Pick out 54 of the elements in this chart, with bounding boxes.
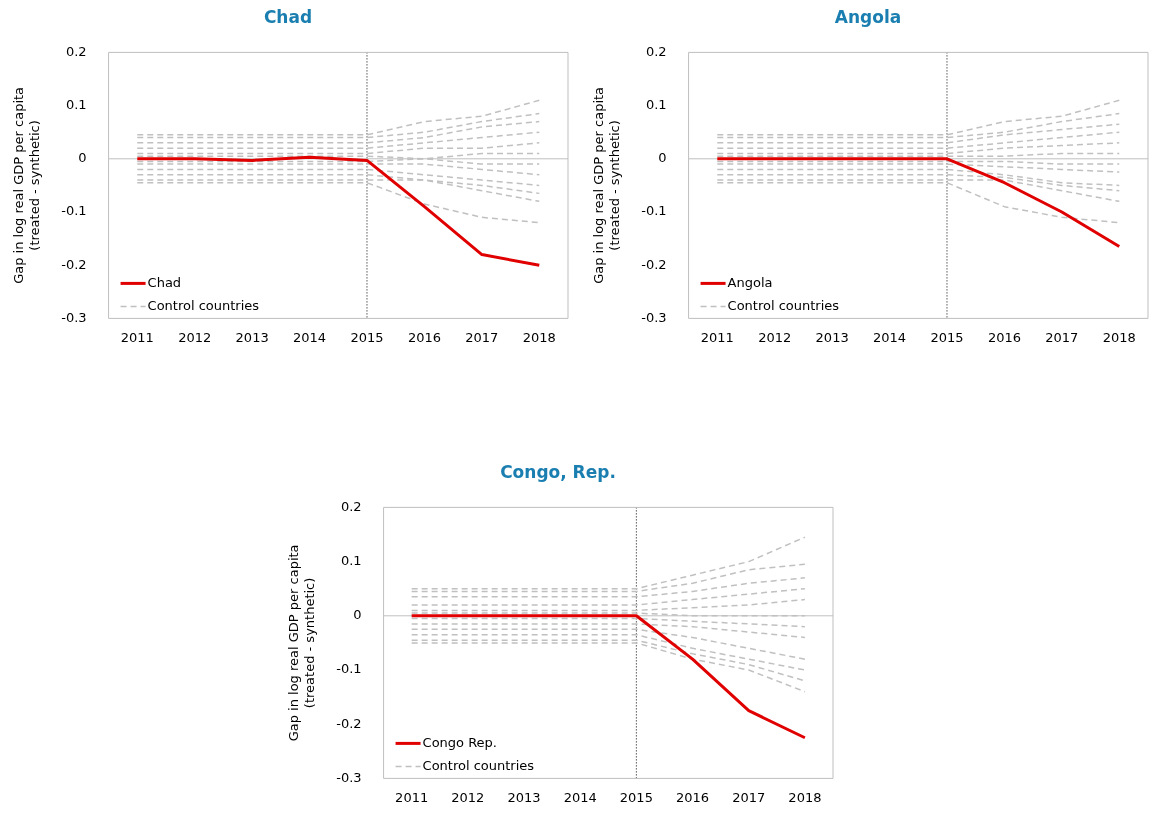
y-tick-label: 0.1	[645, 96, 667, 112]
x-tick-label: 2016	[987, 329, 1021, 345]
y-tick-label: 0.2	[340, 498, 362, 514]
y-tick-label: -0.2	[336, 715, 362, 731]
x-tick-label: 2011	[395, 789, 429, 805]
y-tick-label: 0.1	[65, 96, 87, 112]
x-tick-label: 2016	[676, 789, 710, 805]
x-tick-label: 2015	[619, 789, 653, 805]
y-tick-label: -0.1	[61, 203, 87, 219]
y-tick-label: -0.3	[641, 309, 667, 325]
y-axis-title: Gap in log real GDP per capita (treated - synthetic)	[286, 544, 317, 742]
y-tick-label: 0	[658, 150, 667, 166]
x-tick-label: 2013	[507, 789, 541, 805]
x-tick-label: 2014	[293, 329, 327, 345]
y-axis-title: Gap in log real GDP per capita (treated - synthetic)	[11, 86, 42, 284]
x-tick-label: 2013	[815, 329, 849, 345]
x-tick-label: 2015	[350, 329, 384, 345]
y-tick-label: 0.1	[340, 552, 362, 568]
y-tick-label: -0.3	[336, 769, 362, 785]
legend-label: Chad	[147, 274, 182, 290]
chart-title: Chad	[263, 6, 313, 27]
x-tick-label: 2015	[930, 329, 964, 345]
legend-label: Angola	[727, 274, 773, 290]
y-tick-label: -0.1	[641, 203, 667, 219]
x-tick-label: 2013	[235, 329, 269, 345]
x-tick-label: 2018	[522, 329, 556, 345]
legend-label: Control countries	[422, 757, 535, 773]
legend-label: Control countries	[727, 297, 840, 313]
y-tick-label: -0.2	[641, 256, 667, 272]
legend-label: Control countries	[147, 297, 260, 313]
x-tick-label: 2014	[563, 789, 597, 805]
legend-label: Congo Rep.	[422, 734, 498, 750]
y-tick-label: 0	[78, 150, 87, 166]
x-tick-label: 2017	[465, 329, 499, 345]
x-tick-label: 2017	[1045, 329, 1079, 345]
y-tick-label: 0	[353, 607, 362, 623]
x-tick-label: 2018	[1102, 329, 1136, 345]
y-axis-title: Gap in log real GDP per capita (treated - synthetic)	[591, 86, 622, 284]
x-tick-label: 2014	[873, 329, 907, 345]
x-tick-label: 2011	[120, 329, 154, 345]
x-tick-label: 2017	[732, 789, 766, 805]
y-tick-label: -0.1	[336, 661, 362, 677]
x-tick-label: 2011	[700, 329, 734, 345]
y-tick-label: -0.3	[61, 309, 87, 325]
x-tick-label: 2012	[178, 329, 212, 345]
x-tick-label: 2012	[451, 789, 485, 805]
x-tick-label: 2016	[407, 329, 441, 345]
y-tick-label: -0.2	[61, 256, 87, 272]
chart-title: Congo, Rep.	[500, 461, 616, 482]
chart-title: Angola	[834, 6, 902, 27]
y-tick-label: 0.2	[65, 43, 87, 59]
x-tick-label: 2012	[758, 329, 792, 345]
x-tick-label: 2018	[788, 789, 822, 805]
y-tick-label: 0.2	[645, 43, 667, 59]
